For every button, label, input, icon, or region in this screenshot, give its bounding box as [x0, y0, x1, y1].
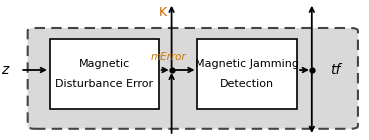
Text: mError: mError — [151, 52, 186, 62]
Bar — [50, 39, 159, 109]
Text: z: z — [1, 63, 8, 77]
Text: Magnetic: Magnetic — [79, 59, 130, 69]
Text: K: K — [158, 6, 166, 19]
Text: Detection: Detection — [220, 79, 274, 89]
Text: tf: tf — [330, 63, 341, 77]
Bar — [197, 39, 297, 109]
Text: Magnetic Jamming: Magnetic Jamming — [195, 59, 299, 69]
FancyBboxPatch shape — [28, 28, 358, 129]
Text: Disturbance Error: Disturbance Error — [55, 79, 153, 89]
